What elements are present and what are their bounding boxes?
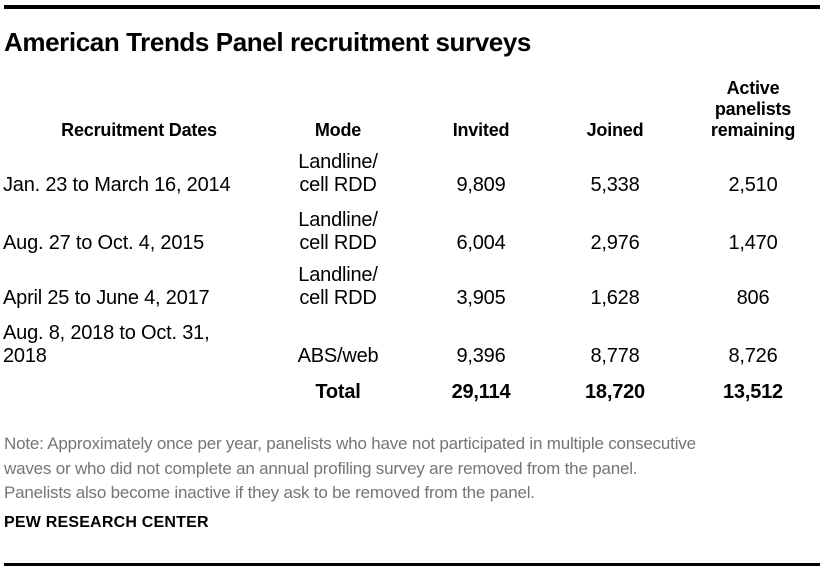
active-cell: 2,510 <box>728 174 778 197</box>
table-row: April 25 to June 4, 2017 Landline/ cell … <box>3 257 837 312</box>
source-label: PEW RESEARCH CENTER <box>4 514 209 531</box>
joined-cell: 8,778 <box>590 345 640 368</box>
note-text: Note: Approximately once per year, panel… <box>4 434 696 503</box>
total-label: Total <box>315 381 361 404</box>
total-invited-cell: 29,114 <box>451 381 511 404</box>
date-cell: April 25 to June 4, 2017 <box>3 287 210 310</box>
date-cell: Aug. 27 to Oct. 4, 2015 <box>3 232 205 255</box>
joined-cell: 1,628 <box>590 287 640 310</box>
table-row: Aug. 27 to Oct. 4, 2015 Landline/ cell R… <box>3 199 837 257</box>
active-cell: 806 <box>736 287 770 310</box>
figure-title: American Trends Panel recruitment survey… <box>4 27 531 57</box>
header-active-panelists-remaining: Active panelists remaining <box>710 78 796 141</box>
table-row: Aug. 8, 2018 to Oct. 31, 2018 ABS/web 9,… <box>3 312 837 370</box>
top-rule <box>4 5 820 9</box>
date-cell: Aug. 8, 2018 to Oct. 31, 2018 <box>3 322 210 368</box>
header-recruitment-dates: Recruitment Dates <box>61 120 217 141</box>
invited-cell: 9,809 <box>456 174 506 197</box>
date-cell: Jan. 23 to March 16, 2014 <box>3 174 231 197</box>
mode-cell: Landline/ cell RDD <box>298 264 378 310</box>
total-joined-cell: 18,720 <box>585 381 645 404</box>
header-joined: Joined <box>586 120 644 141</box>
header-invited: Invited <box>452 120 510 141</box>
invited-cell: 6,004 <box>456 232 506 255</box>
total-spacer <box>3 404 275 406</box>
bottom-rule <box>4 563 820 566</box>
table-row: Jan. 23 to March 16, 2014 Landline/ cell… <box>3 145 837 199</box>
recruitment-table: Recruitment Dates Mode Invited Joined Ac… <box>3 57 837 406</box>
joined-cell: 5,338 <box>590 174 640 197</box>
invited-cell: 9,396 <box>456 345 506 368</box>
joined-cell: 2,976 <box>590 232 640 255</box>
invited-cell: 3,905 <box>456 287 506 310</box>
active-cell: 1,470 <box>728 232 778 255</box>
mode-cell: Landline/ cell RDD <box>298 151 378 197</box>
table-total-row: Total 29,114 18,720 13,512 <box>3 370 837 406</box>
header-mode: Mode <box>314 120 362 141</box>
table-header-row: Recruitment Dates Mode Invited Joined Ac… <box>3 57 837 145</box>
total-active-cell: 13,512 <box>723 381 783 404</box>
mode-cell: ABS/web <box>297 345 379 368</box>
mode-cell: Landline/ cell RDD <box>298 209 378 255</box>
active-cell: 8,726 <box>728 345 778 368</box>
